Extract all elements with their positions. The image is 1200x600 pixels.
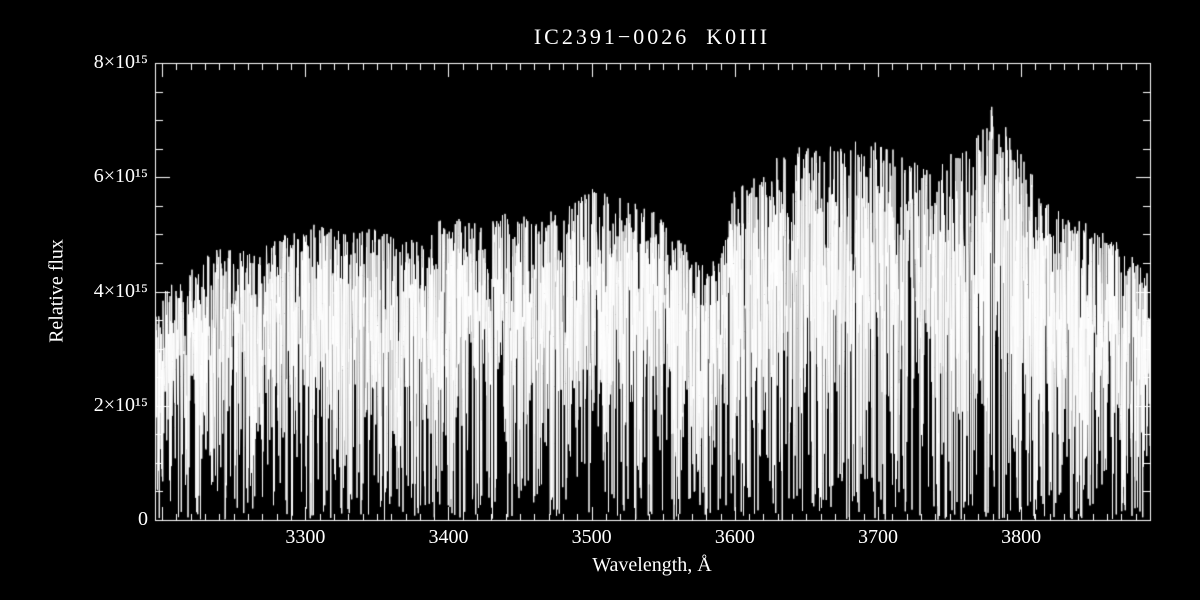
x-tick-label: 3400 (428, 526, 469, 548)
y-tick-label: 6×10¹⁵ (93, 165, 148, 188)
y-tick-label: 2×10¹⁵ (93, 393, 148, 416)
y-tick-label: 8×10¹⁵ (93, 51, 148, 73)
x-axis-label: Wavelength, Å (592, 554, 712, 576)
x-tick-label: 3500 (571, 526, 612, 548)
y-tick-label: 4×10¹⁵ (93, 279, 148, 302)
x-tick-label: 3300 (285, 526, 326, 548)
x-tick-label: 3800 (1001, 526, 1042, 548)
y-tick-label: 0 (138, 508, 148, 530)
x-tick-label: 3700 (857, 526, 898, 548)
x-tick-label: 3600 (714, 526, 755, 548)
chart-title: IC2391−0026 K0III (533, 24, 771, 49)
y-axis-label: Relative flux (45, 239, 68, 343)
